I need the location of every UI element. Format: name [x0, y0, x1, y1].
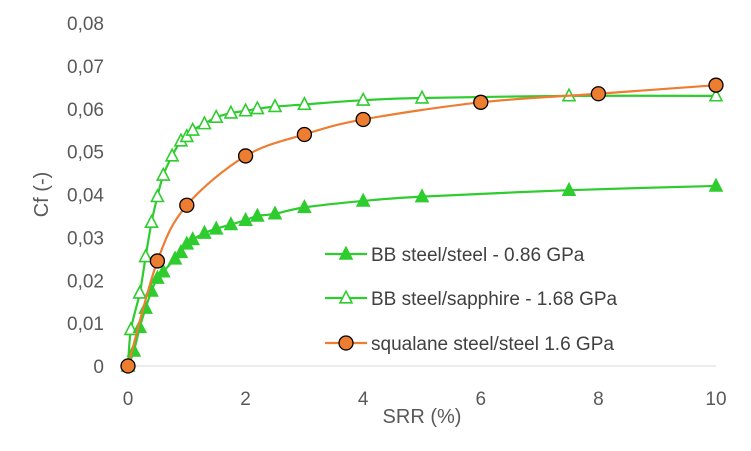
y-tick-label: 0,07: [67, 57, 104, 78]
data-point: [164, 147, 180, 162]
data-point: [197, 224, 212, 239]
legend-label: BB steel/steel - 0.86 GPa: [371, 245, 585, 266]
data-point: [355, 192, 371, 207]
x-tick-label: 8: [593, 389, 604, 410]
data-point: [208, 220, 224, 235]
x-tick-label: 10: [705, 389, 726, 410]
legend-marker: [338, 289, 354, 304]
y-tick-label: 0,01: [67, 314, 104, 335]
data-point: [179, 197, 195, 213]
data-point: [473, 94, 489, 110]
y-tick-label: 0,03: [67, 228, 104, 249]
y-tick-label: 0: [93, 357, 104, 378]
data-point: [590, 86, 607, 102]
data-point: [155, 263, 171, 278]
legend: BB steel/steel - 0.86 GPa BB steel/sapphi…: [325, 245, 618, 355]
data-point: [267, 205, 283, 220]
data-point: [238, 211, 253, 226]
legend-marker: [338, 245, 354, 260]
data-point: [297, 96, 312, 111]
y-tick-label: 0,08: [67, 14, 104, 35]
data-point: [561, 181, 577, 196]
y-axis-ticks: 0 0,01 0,02 0,03 0,04 0,05 0,06 0,07 0,08: [67, 14, 104, 378]
legend-label: squalane steel/steel 1.6 GPa: [371, 334, 614, 355]
x-tick-label: 4: [358, 389, 369, 410]
x-tick-label: 6: [476, 389, 487, 410]
data-point: [223, 216, 239, 231]
series-line: [126, 84, 717, 367]
y-tick-label: 0,04: [67, 186, 104, 207]
legend-item: BB steel/steel - 0.86 GPa: [325, 245, 585, 266]
data-point: [296, 126, 313, 143]
data-point: [708, 87, 724, 102]
data-point: [708, 177, 724, 192]
data-point: [120, 358, 136, 374]
legend-label: BB steel/sapphire - 1.68 GPa: [371, 289, 618, 310]
data-point: [155, 166, 171, 181]
data-point: [173, 244, 189, 259]
data-point: [355, 111, 371, 128]
y-tick-label: 0,06: [67, 100, 104, 121]
data-point: [355, 91, 371, 106]
data-point: [708, 77, 724, 93]
data-point: [185, 121, 200, 136]
data-point: [197, 115, 212, 130]
legend-item: squalane steel/steel 1.6 GPa: [325, 334, 614, 355]
data-point: [208, 108, 224, 123]
legend-marker: [338, 335, 354, 351]
series-1: [120, 87, 724, 372]
x-axis-title: SRR (%): [383, 406, 462, 428]
data-point: [223, 104, 239, 119]
data-point: [138, 248, 153, 263]
data-point: [250, 100, 265, 115]
y-tick-label: 0,05: [67, 143, 104, 164]
data-point: [250, 207, 265, 222]
series-2: [120, 77, 724, 374]
data-point: [414, 188, 430, 203]
data-point: [144, 213, 159, 229]
data-point: [267, 98, 283, 113]
x-tick-label: 2: [240, 389, 251, 410]
data-point: [149, 253, 166, 269]
data-point: [297, 199, 312, 214]
legend-item: BB steel/sapphire - 1.68 GPa: [325, 289, 618, 310]
data-point: [414, 89, 430, 104]
x-axis-ticks: 0 2 4 6 8 10: [123, 389, 727, 410]
data-point: [238, 102, 253, 117]
y-tick-label: 0,02: [67, 271, 104, 292]
data-point: [237, 148, 254, 164]
data-point: [150, 188, 165, 203]
y-axis-title: Cf (-): [31, 172, 53, 218]
data-point: [132, 284, 148, 299]
series-layer: [120, 77, 724, 374]
x-tick-label: 0: [123, 389, 134, 410]
data-point: [185, 231, 201, 246]
